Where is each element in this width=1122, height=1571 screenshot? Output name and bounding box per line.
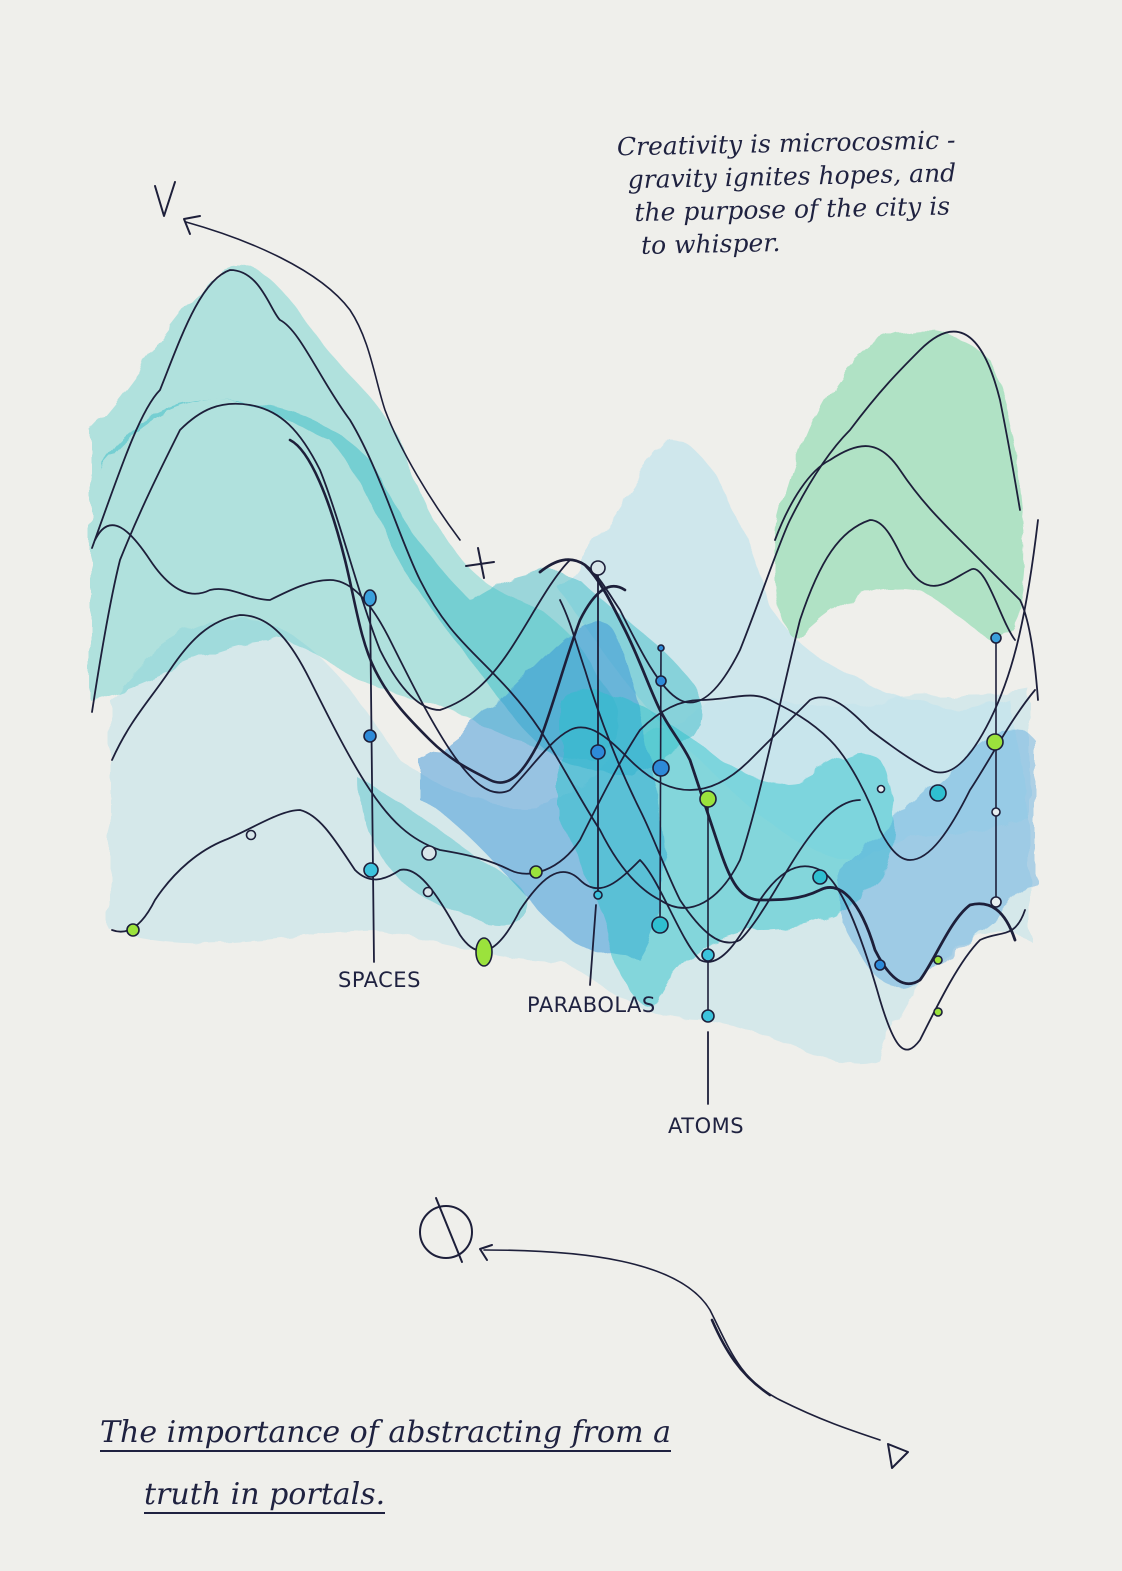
curve-right-loop [774, 445, 1039, 701]
wash-teal-center [560, 691, 895, 1006]
curve-fourth [94, 519, 1039, 794]
arrow-curve-bottom [483, 1249, 881, 1441]
wash-mint-right [776, 329, 1027, 640]
dot [990, 632, 1002, 644]
dot [363, 862, 379, 878]
dot [651, 916, 669, 934]
dot [876, 784, 886, 794]
curve-bottom [111, 809, 1026, 1051]
ink-curves [91, 181, 1039, 1469]
curve-thick-main [538, 558, 1017, 986]
dot [933, 1007, 943, 1017]
curve-second [91, 330, 1021, 713]
stem-parabolas-low [589, 904, 597, 986]
triangle-mark [887, 1443, 909, 1469]
dot [991, 807, 1001, 817]
dot [652, 759, 670, 777]
dot [812, 869, 828, 885]
dot [874, 959, 886, 971]
dot [421, 845, 437, 861]
caption-line: The importance of abstracting from a [100, 1415, 671, 1452]
label-atoms: ATOMS [668, 1114, 745, 1138]
dot [657, 644, 665, 652]
dot [475, 937, 493, 967]
caption-line: truth in portals. [144, 1477, 386, 1514]
dot [363, 589, 377, 607]
dot [422, 886, 434, 898]
dot [701, 1009, 715, 1023]
watercolor-washes [90, 265, 1035, 1065]
stem-spaces [369, 597, 375, 963]
dot [986, 733, 1004, 751]
phi-circle [419, 1205, 473, 1259]
wash-pale-center [560, 440, 1030, 860]
dot [699, 790, 717, 808]
label-spaces: SPACES [338, 968, 421, 992]
curve-peak-left [91, 269, 1016, 909]
plus-mark [465, 547, 495, 579]
dot [529, 865, 543, 879]
arrow-head-top [183, 215, 201, 235]
quote-text: Creativity is microcosmic - gravity igni… [617, 122, 1040, 263]
dot [701, 948, 715, 962]
dot [126, 923, 140, 937]
data-dots [126, 560, 1004, 1023]
dot [593, 890, 603, 900]
dot [590, 560, 606, 576]
caption-text: The importance of abstracting from a tru… [100, 1402, 720, 1526]
dot [245, 829, 257, 841]
wash-blue-right [840, 729, 1035, 990]
curve-center-cross [559, 599, 861, 944]
arrow-curve-top [185, 221, 461, 541]
dot [655, 675, 667, 687]
label-parabolas: PARABOLAS [527, 993, 656, 1017]
dot [363, 729, 377, 743]
phi-stroke [435, 1197, 463, 1263]
dot [990, 896, 1002, 908]
dot [590, 744, 606, 760]
arrow-head-bottom [479, 1244, 493, 1261]
dot [929, 784, 947, 802]
curve-left-thick [288, 438, 627, 784]
v-axis-mark [154, 181, 176, 217]
arrow-curve-bottom-thick [710, 1318, 772, 1397]
dot [933, 955, 943, 965]
stem-center [659, 647, 662, 926]
